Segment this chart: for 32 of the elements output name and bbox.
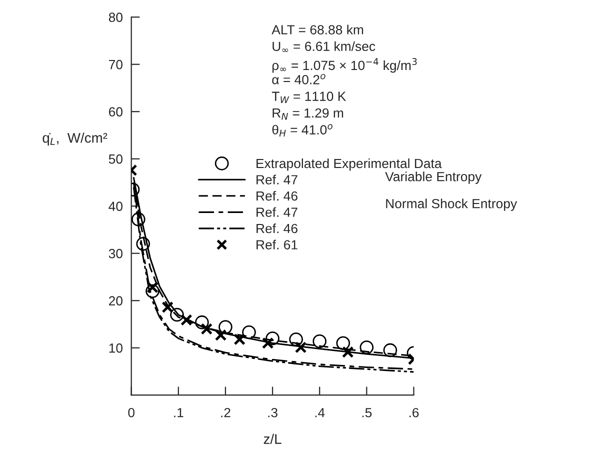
annotation: R$_{N}$ = 1.29 m xyxy=(272,108,344,120)
x-tick-label: .3 xyxy=(268,408,278,418)
x-tick-label: .5 xyxy=(362,408,372,418)
annotation: T$_{W}$ = 1110 K xyxy=(272,92,346,104)
y-tick-label: 70 xyxy=(109,60,122,70)
legend-label: Ref. 47 xyxy=(256,174,298,184)
legend-label: Ref. 46 xyxy=(256,224,298,234)
annotation: Normal Shock Entropy xyxy=(386,198,518,211)
y-tick-label: 10 xyxy=(109,343,122,353)
annotation: Variable Entropy xyxy=(385,172,482,184)
legend-label: Ref. 61 xyxy=(256,240,298,250)
x-tick-label: .4 xyxy=(315,408,325,418)
y-axis-title: q̇$_{L}$, W/cm² xyxy=(42,132,108,146)
y-tick-label: 80 xyxy=(108,12,122,22)
y-tick-label: 20 xyxy=(108,296,122,306)
x-tick-label: 0 xyxy=(128,408,134,418)
annotation: ρ$_{∞}$ = 1.075 × 10$^{−4}$ kg/m$^{3}$ xyxy=(272,58,417,73)
legend-label: Extrapolated Experimental Data xyxy=(256,158,442,171)
x-tick-label: .2 xyxy=(221,408,230,418)
y-tick-label: 30 xyxy=(108,248,122,258)
y-tick-label: 50 xyxy=(108,154,122,164)
annotation: α = 40.2$^{o}$ xyxy=(272,74,326,84)
annotation: U$_{∞}$ = 6.61 km/sec xyxy=(272,41,376,52)
annotation: ALT = 68.88 km xyxy=(272,24,364,34)
x-tick-label: .6 xyxy=(409,408,419,418)
legend-label: Ref. 47 xyxy=(256,207,298,217)
y-tick-label: 40 xyxy=(108,202,122,212)
y-tick-label: 60 xyxy=(109,107,122,117)
legend-label: Ref. 46 xyxy=(256,190,298,201)
x-tick-label: .1 xyxy=(174,408,184,418)
annotation: θ$_{H}$ = 41.0$^{o}$ xyxy=(272,124,332,137)
x-axis-title: z/L xyxy=(264,434,282,444)
